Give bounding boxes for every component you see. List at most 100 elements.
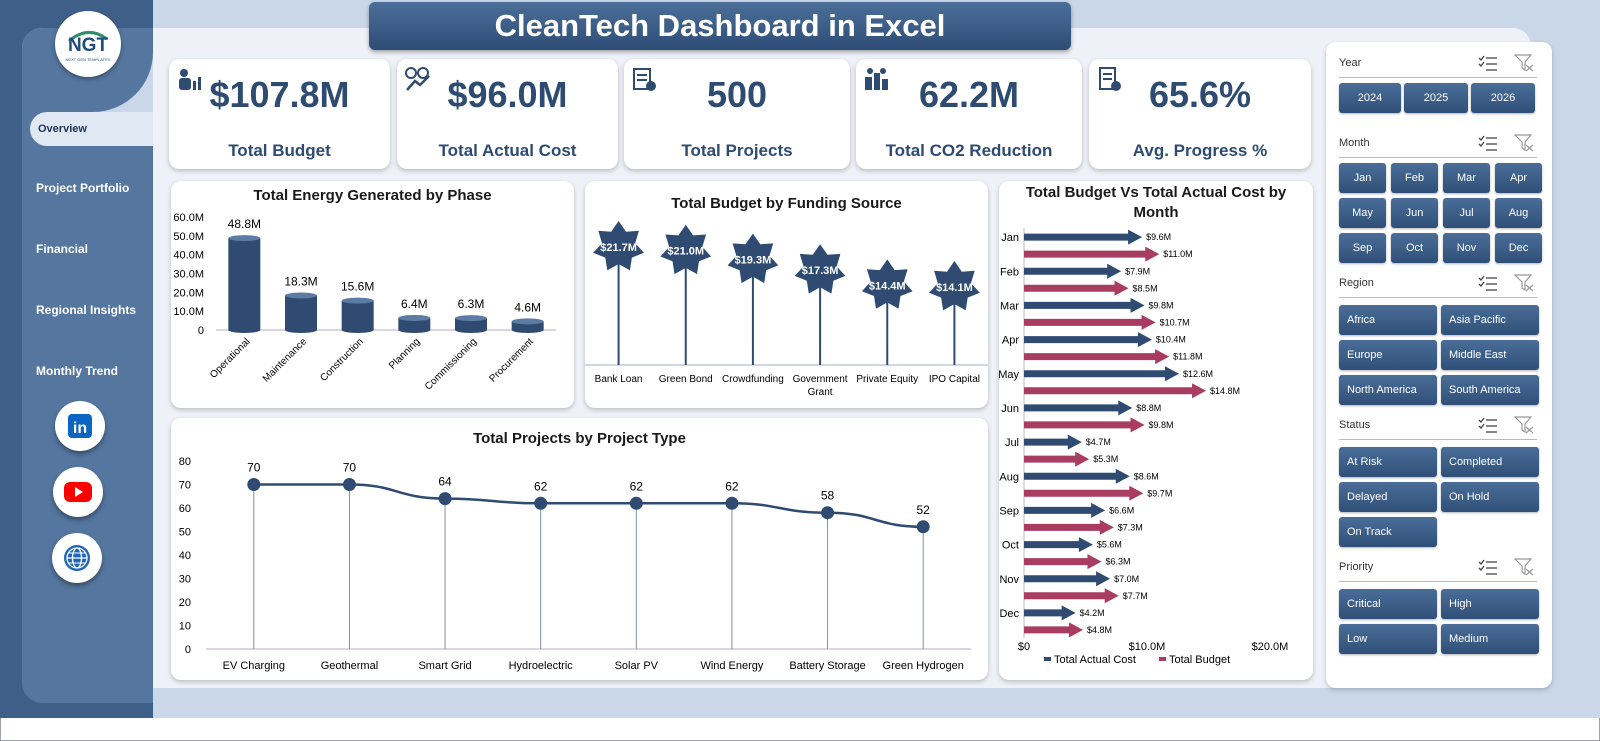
slicer-button-mar[interactable]: Mar: [1443, 163, 1490, 193]
nav-item-project-portfolio[interactable]: Project Portfolio: [36, 181, 130, 195]
budget-vs-cost-card: Total Budget Vs Total Actual Cost by Mon…: [999, 181, 1313, 680]
data-label: $9.8M: [1149, 420, 1174, 430]
data-label: 58: [821, 489, 835, 503]
slicer-button-critical[interactable]: Critical: [1339, 589, 1437, 619]
projects-by-type-card: Total Projects by Project Type 0 10 20 30 40…: [171, 418, 988, 680]
slicer-button-feb[interactable]: Feb: [1391, 163, 1438, 193]
slicer-button-medium[interactable]: Medium: [1441, 624, 1539, 654]
slicer-button-jul[interactable]: Jul: [1443, 198, 1490, 228]
bar-base: [228, 327, 261, 333]
y-tick-label: 30.0M: [173, 269, 204, 281]
data-label: $7.0M: [1114, 574, 1139, 584]
slicer-button-south-america[interactable]: South America: [1441, 375, 1539, 405]
actual-cost-arrow: [1024, 229, 1143, 245]
multi-select-icon[interactable]: [1478, 54, 1498, 72]
bar-top: [455, 315, 487, 322]
nav-item-monthly-trend[interactable]: Monthly Trend: [36, 364, 118, 378]
y-tick-label: 0: [185, 644, 191, 656]
actual-cost-arrow: [1024, 571, 1111, 587]
data-label: $14.4M: [869, 280, 906, 292]
website-button[interactable]: [52, 533, 102, 583]
bar-top: [285, 292, 317, 299]
slicer-button-completed[interactable]: Completed: [1441, 447, 1539, 477]
bar-base: [398, 327, 431, 333]
slicer-button-dec[interactable]: Dec: [1495, 233, 1542, 263]
slicer-button-on-track[interactable]: On Track: [1339, 517, 1437, 547]
slicer-button-apr[interactable]: Apr: [1495, 163, 1542, 193]
linkedin-icon-text: in: [73, 420, 87, 437]
slicer-button-low[interactable]: Low: [1339, 624, 1437, 654]
data-point: [534, 496, 548, 510]
slicer-title-status: Status: [1339, 419, 1371, 431]
slicer-button-africa[interactable]: Africa: [1339, 305, 1437, 335]
slicer-button-sep[interactable]: Sep: [1339, 233, 1386, 263]
multi-select-icon[interactable]: [1478, 558, 1498, 576]
budget-arrow: [1024, 622, 1084, 638]
energy-by-phase-chart: 0 10.0M 20.0M 30.0M 40.0M 50.0M 60.0M 48.8M Oper…: [173, 212, 556, 392]
bar-top: [341, 297, 374, 304]
chart-title: Total Energy Generated by Phase: [253, 187, 492, 204]
multi-select-icon[interactable]: [1478, 134, 1498, 152]
data-point: [725, 496, 739, 510]
clear-filter-icon[interactable]: [1514, 54, 1534, 72]
slicer-button-europe[interactable]: Europe: [1339, 340, 1437, 370]
data-label: $7.9M: [1125, 266, 1150, 276]
slicer-button-nov[interactable]: Nov: [1443, 233, 1490, 263]
nav-active-tab[interactable]: [30, 112, 153, 146]
slicer-button-may[interactable]: May: [1339, 198, 1386, 228]
x-tick-label: Green Hydrogen: [883, 660, 964, 672]
clear-filter-icon[interactable]: [1514, 274, 1534, 292]
slicer-button-2026[interactable]: 2026: [1471, 83, 1535, 113]
actual-cost-arrow: [1024, 468, 1130, 484]
y-tick-label: Apr: [1002, 335, 1019, 347]
multi-select-icon[interactable]: [1478, 416, 1498, 434]
star-marker: [593, 221, 644, 271]
data-label: 62: [630, 479, 644, 493]
nav-item-financial[interactable]: Financial: [36, 242, 89, 256]
multi-select-icon[interactable]: [1478, 274, 1498, 292]
youtube-icon: [64, 482, 92, 502]
energy-by-phase-card: Total Energy Generated by Phase 0 10.0M 20…: [171, 181, 574, 408]
slicer-button-on-hold[interactable]: On Hold: [1441, 482, 1539, 512]
slicer-button-2025[interactable]: 2025: [1404, 83, 1468, 113]
slicer-button-at-risk[interactable]: At Risk: [1339, 447, 1437, 477]
x-tick-label: Crowdfunding: [722, 374, 784, 385]
bar-base: [455, 327, 487, 333]
youtube-button[interactable]: [53, 467, 103, 517]
slicer-button-2024[interactable]: 2024: [1339, 83, 1401, 113]
slicer-button-asia-pacific[interactable]: Asia Pacific: [1441, 305, 1539, 335]
slicer-button-jun[interactable]: Jun: [1391, 198, 1438, 228]
legend-label: Total Actual Cost: [1054, 654, 1136, 666]
budget-arrow: [1024, 519, 1114, 535]
slicer-button-high[interactable]: High: [1441, 589, 1539, 619]
kpi-label: Total CO2 Reduction: [885, 141, 1053, 160]
slicer-button-middle-east[interactable]: Middle East: [1441, 340, 1539, 370]
x-tick-label: Hydroelectric: [509, 660, 574, 672]
data-point: [629, 496, 643, 510]
slicer-divider: [1339, 439, 1537, 440]
clear-filter-icon[interactable]: [1514, 416, 1534, 434]
data-label: $12.6M: [1183, 369, 1213, 379]
slicer-button-aug[interactable]: Aug: [1495, 198, 1542, 228]
data-label: $5.6M: [1097, 540, 1122, 550]
y-tick-label: 80: [179, 456, 191, 468]
data-label: $5.3M: [1093, 454, 1118, 464]
slicer-button-oct[interactable]: Oct: [1391, 233, 1438, 263]
x-tick-label: Construction: [318, 336, 365, 383]
data-label: 70: [343, 461, 357, 475]
slicer-button-delayed[interactable]: Delayed: [1339, 482, 1437, 512]
bar-body: [455, 318, 487, 330]
data-point: [916, 520, 930, 534]
slicer-button-jan[interactable]: Jan: [1339, 163, 1386, 193]
nav-item-overview[interactable]: Overview: [38, 123, 87, 135]
slicer-button-north-america[interactable]: North America: [1339, 375, 1437, 405]
slicer-title-year: Year: [1339, 57, 1362, 69]
clear-filter-icon[interactable]: [1514, 558, 1534, 576]
nav-item-regional-insights[interactable]: Regional Insights: [36, 303, 137, 317]
x-tick-label: $20.0M: [1252, 641, 1289, 653]
linkedin-button[interactable]: in: [55, 401, 105, 451]
x-tick-label: Bank Loan: [595, 374, 643, 385]
actual-cost-arrow: [1024, 537, 1093, 553]
clear-filter-icon[interactable]: [1514, 134, 1534, 152]
budget-arrow: [1024, 349, 1170, 365]
